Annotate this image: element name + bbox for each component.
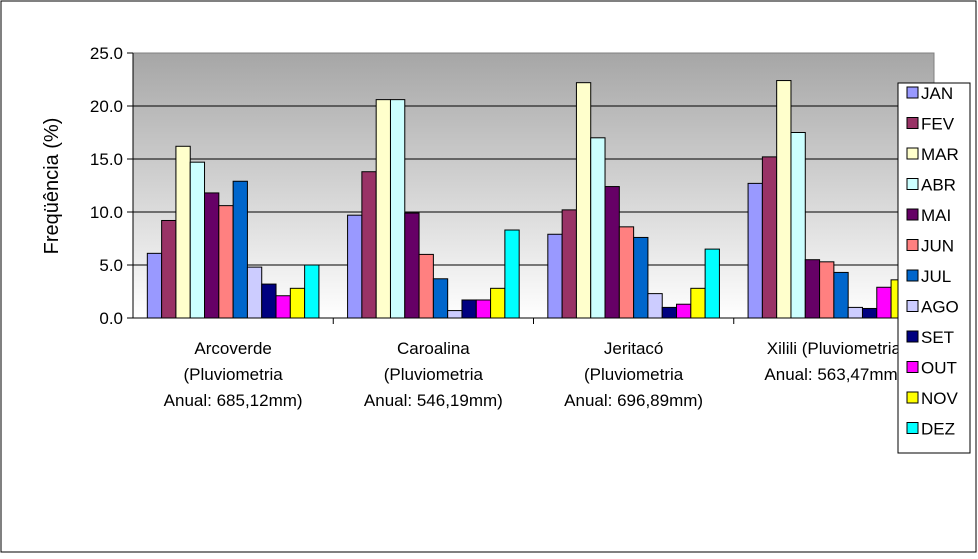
bar-jan [146,252,163,319]
legend-swatch-dez [906,422,919,434]
legend-swatch-jun [906,239,919,251]
bar-fev [561,209,577,319]
bar-mar [776,80,792,319]
legend-swatch-fev [906,117,919,129]
legend-label-mai: MAI [921,206,951,225]
bar-ago [647,293,663,319]
bar-jul [833,271,849,319]
bar-abr [790,132,806,319]
bar-mai [404,212,420,319]
bar-nov [490,287,506,319]
legend-label-jul: JUL [921,267,951,286]
bar-jun [418,253,434,319]
bar-out [676,303,692,319]
y-axis-label: Freqüência (%) [41,118,63,255]
bar-out [475,299,492,319]
bar-mar [175,145,191,319]
bar-mai [604,186,620,319]
legend-label-fev: FEV [921,115,955,134]
bar-dez [704,248,720,319]
bar-set [861,307,878,319]
bar-abr [590,137,606,319]
legend-label-mar: MAR [921,145,959,164]
bar-mai [804,259,821,319]
legend-label-jun: JUN [921,237,954,256]
legend-label-jan: JAN [921,84,953,103]
bar-ago [847,306,863,319]
y-tick-label: 25.0 [90,44,123,63]
legend-swatch-abr [906,178,919,190]
legend-label-set: SET [921,328,954,347]
y-tick-label: 0.0 [99,309,123,328]
legend: JAN FEV MAR ABR MAI JUN JUL AGO SET OUT NOV DEZ [897,82,971,454]
category-label: Caroalina (Pluviometria Anual: 546,19mm) [364,339,503,410]
bar-ago [447,310,463,319]
y-tick-label: 10.0 [90,203,123,222]
bar-dez [304,264,320,319]
bar-jul [432,278,449,319]
bar-fev [761,156,778,319]
bar-nov [289,287,306,319]
bar-abr [189,161,206,319]
bar-jul [232,180,248,319]
legend-label-out: OUT [921,359,957,378]
legend-box [897,82,971,454]
legend-label-dez: DEZ [921,420,955,439]
y-tick-label: 5.0 [99,256,123,275]
y-tick-label: 15.0 [90,150,123,169]
category-label: Xilili (Pluviometria Anual: 563,47mm) [764,339,903,384]
legend-swatch-ago [906,300,919,312]
bar-out [876,286,892,319]
bar-mai [204,192,220,319]
bar-set [461,299,477,319]
legend-label-nov: NOV [921,389,959,408]
legend-swatch-mar [906,147,919,160]
bar-jan [347,214,363,319]
category-label: Arcoverde (Pluviometria Anual: 685,12mm) [164,339,303,410]
bar-mar [375,99,391,319]
bar-jan [747,182,763,319]
bar-mar [575,82,592,319]
legend-swatch-jul [906,269,919,282]
legend-swatch-mai [906,208,919,221]
category-label: Jeritacó (Pluviometria Anual: 696,89mm) [564,339,703,410]
legend-label-ago: AGO [921,298,959,317]
bar-dez [504,229,520,319]
legend-label-abr: ABR [921,176,956,195]
legend-swatch-out [906,361,919,373]
bar-set [261,283,277,319]
legend-swatch-set [906,330,919,343]
bar-jun [218,205,234,319]
bar-ago [246,266,263,319]
bar-out [275,295,291,319]
bar-abr [389,99,406,319]
bar-jun [819,261,835,319]
bar-fev [161,219,177,319]
bar-nov [690,287,706,319]
bar-jan [547,233,563,319]
legend-swatch-nov [906,391,919,404]
legend-swatch-jan [906,86,919,99]
bar-fev [361,171,377,319]
bar-jun [618,226,635,319]
y-tick-label: 20.0 [90,97,123,116]
bar-jul [633,236,649,319]
bar-set [661,306,678,319]
